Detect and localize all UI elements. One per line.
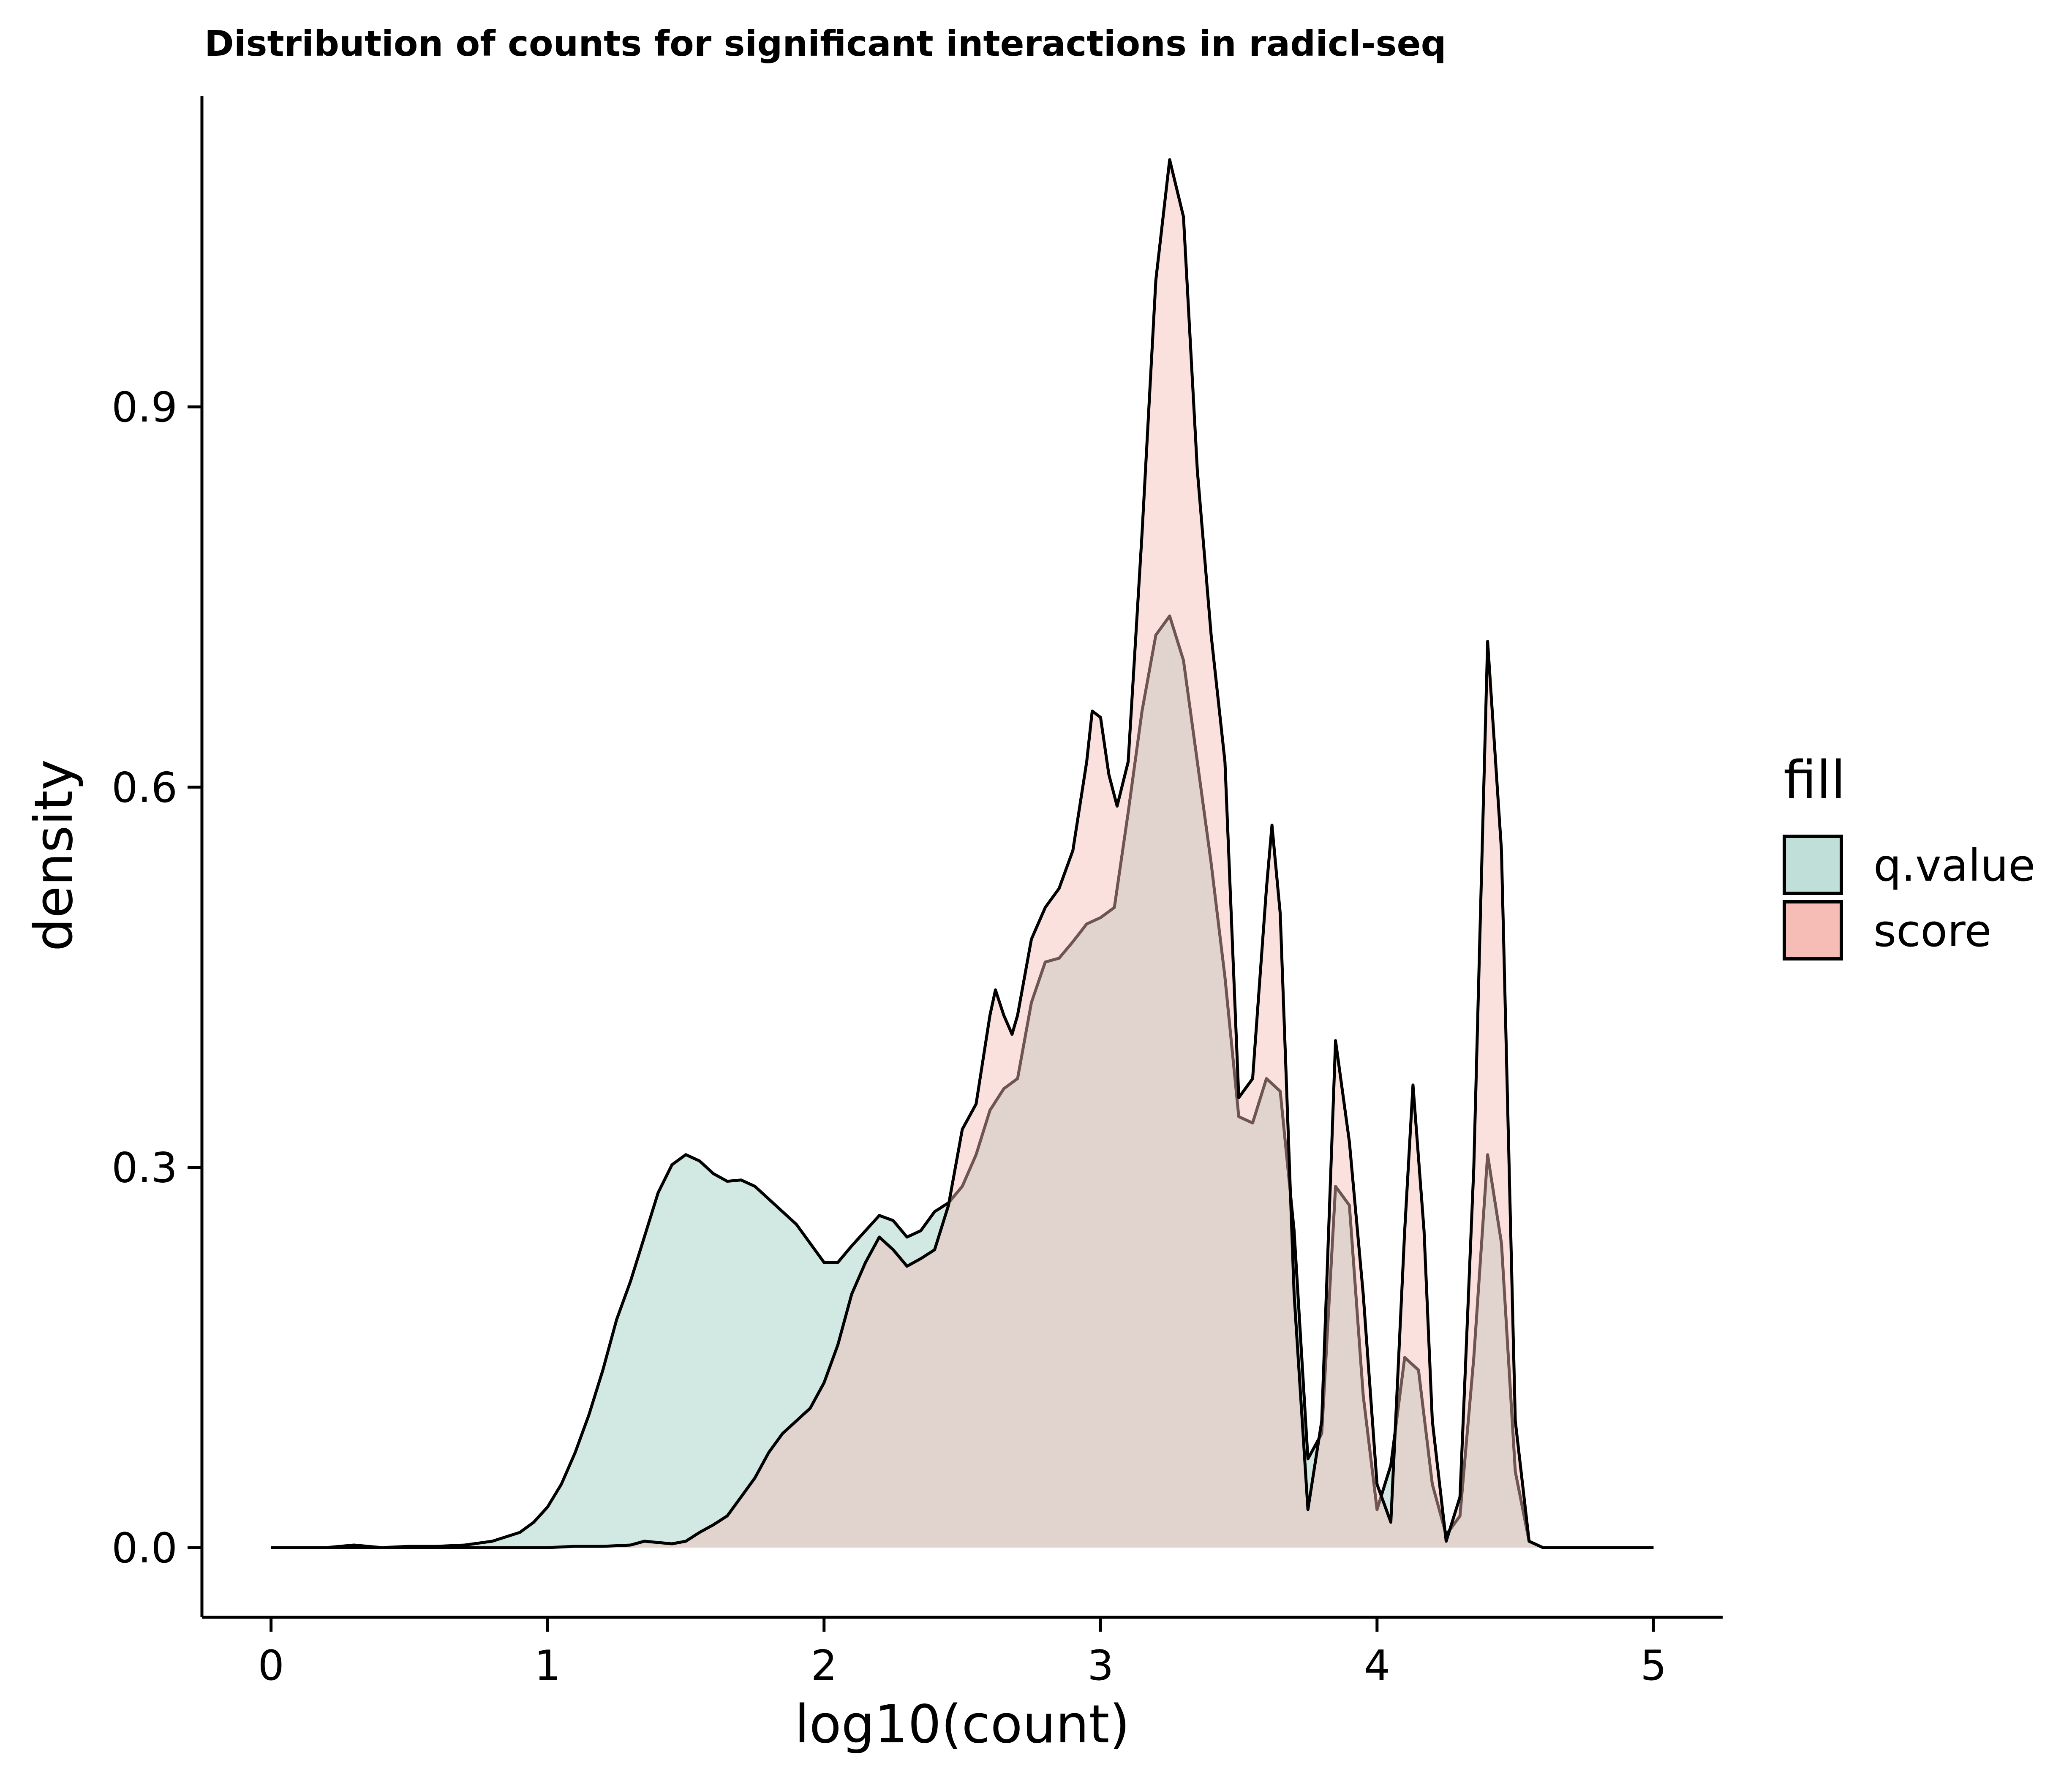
x-tick-label: 1 — [534, 1642, 561, 1690]
y-axis-title: density — [24, 759, 84, 952]
x-tick-label: 5 — [1640, 1642, 1666, 1690]
x-axis-title: log10(count) — [795, 1694, 1130, 1755]
chart-title: Distribution of counts for significant i… — [204, 23, 1446, 64]
x-tick-label: 2 — [811, 1642, 837, 1690]
legend-key-q-value — [1783, 835, 1843, 895]
x-tick-label: 3 — [1087, 1642, 1114, 1690]
density-area-score — [271, 160, 1654, 1548]
density-line-q-value — [271, 614, 1654, 1549]
x-tick-label: 0 — [258, 1642, 284, 1690]
legend-title: fill — [1783, 750, 1846, 811]
legend-label-score: score — [1873, 905, 1991, 957]
series-layer — [271, 158, 1654, 1549]
density-line-score — [271, 158, 1654, 1549]
x-ticks: 0 1 2 3 4 5 — [258, 1617, 1667, 1690]
y-tick-label: 0.0 — [112, 1524, 177, 1573]
legend: fill q.value score — [1783, 750, 2035, 960]
density-area-q-value — [271, 616, 1654, 1548]
plot-area: 0 1 2 3 4 5 0.0 0.3 0.6 0.9 — [112, 96, 1723, 1690]
y-ticks: 0.0 0.3 0.6 0.9 — [112, 384, 202, 1573]
y-tick-label: 0.6 — [112, 764, 177, 812]
legend-key-score — [1783, 900, 1843, 960]
y-tick-label: 0.3 — [112, 1144, 177, 1192]
x-tick-label: 4 — [1364, 1642, 1390, 1690]
y-tick-label: 0.9 — [112, 384, 177, 432]
legend-label-q-value: q.value — [1873, 840, 2035, 891]
